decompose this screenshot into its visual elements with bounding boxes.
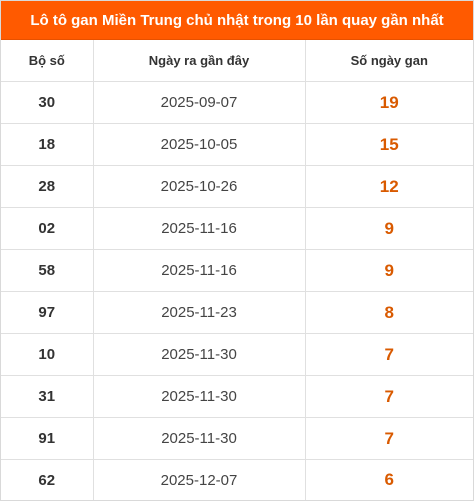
table-header-row: Bộ số Ngày ra gần đây Số ngày gan — [1, 40, 473, 82]
row-gap-days: 15 — [304, 123, 473, 166]
table-row: 02 2025-11-16 9 — [1, 207, 473, 250]
column-header-date: Ngày ra gần đây — [92, 40, 306, 82]
row-number: 58 — [1, 249, 94, 292]
row-number: 10 — [1, 333, 94, 376]
row-date: 2025-11-16 — [92, 249, 306, 292]
row-date: 2025-11-16 — [92, 207, 306, 250]
row-number: 62 — [1, 459, 94, 500]
row-number: 91 — [1, 417, 94, 460]
table-row: 97 2025-11-23 8 — [1, 291, 473, 334]
row-number: 30 — [1, 81, 94, 124]
table-row: 30 2025-09-07 19 — [1, 81, 473, 124]
row-number: 18 — [1, 123, 94, 166]
row-gap-days: 9 — [304, 249, 473, 292]
table-row: 18 2025-10-05 15 — [1, 123, 473, 166]
widget-title: Lô tô gan Miền Trung chủ nhật trong 10 l… — [1, 1, 473, 40]
column-header-number: Bộ số — [1, 40, 94, 82]
table-row: 10 2025-11-30 7 — [1, 333, 473, 376]
row-number: 28 — [1, 165, 94, 208]
table-row: 91 2025-11-30 7 — [1, 417, 473, 460]
row-number: 31 — [1, 375, 94, 418]
row-gap-days: 12 — [304, 165, 473, 208]
column-header-gap: Số ngày gan — [304, 40, 473, 82]
row-number: 97 — [1, 291, 94, 334]
row-date: 2025-11-30 — [92, 417, 306, 460]
row-date: 2025-09-07 — [92, 81, 306, 124]
table-row: 62 2025-12-07 6 — [1, 459, 473, 500]
row-gap-days: 9 — [304, 207, 473, 250]
row-number: 02 — [1, 207, 94, 250]
row-date: 2025-11-30 — [92, 333, 306, 376]
row-gap-days: 6 — [304, 459, 473, 500]
row-date: 2025-10-05 — [92, 123, 306, 166]
row-date: 2025-11-30 — [92, 375, 306, 418]
row-gap-days: 7 — [304, 417, 473, 460]
row-date: 2025-12-07 — [92, 459, 306, 500]
table-row: 28 2025-10-26 12 — [1, 165, 473, 208]
row-date: 2025-11-23 — [92, 291, 306, 334]
row-gap-days: 7 — [304, 375, 473, 418]
row-gap-days: 19 — [304, 81, 473, 124]
table-row: 58 2025-11-16 9 — [1, 249, 473, 292]
row-date: 2025-10-26 — [92, 165, 306, 208]
row-gap-days: 8 — [304, 291, 473, 334]
row-gap-days: 7 — [304, 333, 473, 376]
gan-table: Bộ số Ngày ra gần đây Số ngày gan 30 202… — [1, 40, 473, 500]
table-row: 31 2025-11-30 7 — [1, 375, 473, 418]
